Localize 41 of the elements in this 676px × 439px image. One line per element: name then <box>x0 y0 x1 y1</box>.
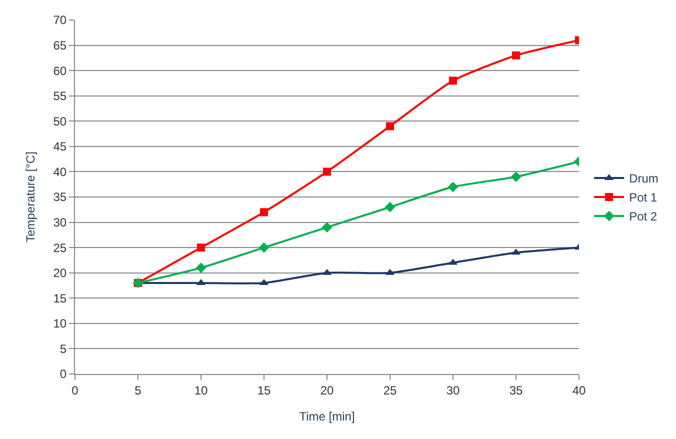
y-tick-label: 35 <box>53 190 67 204</box>
x-tick-label: 0 <box>72 383 79 398</box>
y-tick-label: 40 <box>53 164 67 179</box>
y-tick-label: 50 <box>53 114 67 128</box>
point <box>260 208 268 216</box>
point <box>386 122 394 130</box>
y-tick-label: 5 <box>60 342 67 356</box>
y-tick-label: 20 <box>53 266 67 280</box>
point <box>449 76 457 85</box>
point <box>258 242 270 253</box>
point <box>323 168 331 176</box>
legend-label: Drum <box>629 172 658 186</box>
y-tick-label: 60 <box>53 64 67 78</box>
x-tick-label: 35 <box>509 383 523 398</box>
x-tick-label: 5 <box>134 383 142 398</box>
y-tick-label: 65 <box>53 38 67 52</box>
y-tick-label: 30 <box>53 215 67 230</box>
y-axis-title: Temperature [°C] <box>24 152 38 242</box>
x-tick-label: 20 <box>320 383 334 398</box>
point <box>512 51 520 60</box>
point <box>448 182 458 192</box>
y-tick-label: 70 <box>53 13 67 28</box>
y-tick-label: 25 <box>53 240 67 255</box>
x-axis-title: Time [min] <box>299 409 355 424</box>
legend-label: Pot 1 <box>629 190 658 205</box>
point <box>384 202 396 212</box>
x-tick-label: 15 <box>257 383 271 398</box>
legend-label: Pot 2 <box>629 210 658 224</box>
y-tick-label: 0 <box>60 367 67 382</box>
point <box>196 262 206 273</box>
point <box>322 222 332 233</box>
x-tick-label: 10 <box>194 383 208 398</box>
x-tick-label: 25 <box>383 383 397 398</box>
y-tick-label: 45 <box>53 140 67 154</box>
x-tick-label: 40 <box>572 383 586 398</box>
point <box>510 172 522 182</box>
point <box>197 244 205 252</box>
y-tick-label: 55 <box>53 89 67 104</box>
x-tick-label: 30 <box>446 383 460 398</box>
y-tick-label: 15 <box>53 291 67 306</box>
y-tick-label: 10 <box>53 316 67 331</box>
